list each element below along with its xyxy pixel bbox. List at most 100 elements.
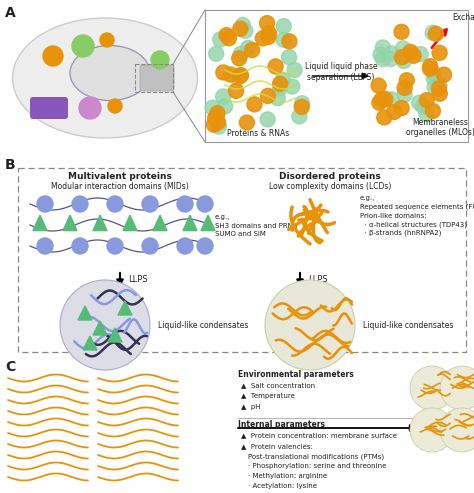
Circle shape (371, 78, 386, 93)
Circle shape (275, 72, 290, 87)
Polygon shape (63, 215, 77, 231)
Circle shape (72, 35, 94, 57)
Text: Liquid-like condensates: Liquid-like condensates (158, 320, 248, 329)
Polygon shape (201, 215, 215, 231)
Circle shape (413, 46, 428, 62)
Text: B: B (5, 158, 16, 172)
Circle shape (223, 67, 238, 82)
Circle shape (416, 99, 430, 114)
Text: e.g.,
Repeated sequence elements (FUS)
Prion-like domains:
  · α-helical structu: e.g., Repeated sequence elements (FUS) P… (360, 195, 474, 237)
Text: · Acetylation: lysine: · Acetylation: lysine (248, 483, 317, 489)
Text: Disordered proteins: Disordered proteins (279, 172, 381, 181)
Circle shape (394, 101, 409, 115)
Circle shape (419, 106, 434, 122)
Circle shape (432, 86, 447, 101)
Circle shape (377, 110, 392, 125)
Circle shape (228, 83, 244, 99)
Ellipse shape (70, 45, 150, 101)
Circle shape (375, 40, 391, 55)
Text: ▲  Protein concentration: membrane surface: ▲ Protein concentration: membrane surfac… (241, 432, 397, 438)
Text: · Methylation: arginine: · Methylation: arginine (248, 473, 327, 479)
Polygon shape (123, 215, 137, 231)
Text: ▲  Temperature: ▲ Temperature (241, 393, 295, 399)
Text: · Phosphorylation: serine and threonine: · Phosphorylation: serine and threonine (248, 463, 386, 469)
Circle shape (213, 32, 228, 47)
Circle shape (142, 238, 158, 254)
Polygon shape (153, 215, 167, 231)
Circle shape (233, 68, 248, 83)
Text: ▲  Protein valencies:: ▲ Protein valencies: (241, 443, 313, 449)
Polygon shape (108, 328, 122, 342)
Circle shape (233, 46, 248, 61)
Circle shape (206, 117, 221, 132)
Bar (135, 64, 173, 92)
Circle shape (437, 67, 452, 82)
Circle shape (216, 89, 231, 104)
Circle shape (374, 92, 389, 107)
Circle shape (241, 40, 255, 55)
Circle shape (292, 109, 307, 124)
Text: ▲  pH: ▲ pH (241, 404, 261, 410)
Circle shape (422, 61, 438, 76)
Circle shape (261, 29, 276, 44)
Circle shape (151, 51, 169, 69)
Circle shape (396, 54, 411, 69)
Circle shape (234, 68, 248, 83)
Text: C: C (5, 360, 15, 374)
Circle shape (426, 71, 441, 86)
Circle shape (261, 26, 276, 41)
Text: Membraneless
organelles (MLOs): Membraneless organelles (MLOs) (406, 118, 474, 138)
Circle shape (108, 99, 122, 113)
Circle shape (276, 19, 291, 34)
Circle shape (209, 46, 224, 61)
Circle shape (295, 96, 310, 111)
Circle shape (210, 115, 226, 130)
Circle shape (218, 99, 233, 114)
Circle shape (265, 280, 355, 370)
Circle shape (270, 91, 285, 106)
Circle shape (410, 408, 454, 452)
Circle shape (268, 59, 283, 74)
Circle shape (397, 80, 412, 96)
Text: Internal parameters: Internal parameters (238, 420, 325, 429)
Bar (18, 168, 466, 352)
Circle shape (394, 24, 409, 39)
Circle shape (285, 79, 300, 94)
Polygon shape (78, 306, 92, 320)
Circle shape (211, 119, 227, 134)
Circle shape (403, 44, 418, 59)
Circle shape (395, 41, 410, 56)
Text: e.g.,
SH3 domains and PRMs
SUMO and SIM: e.g., SH3 domains and PRMs SUMO and SIM (215, 214, 297, 237)
Circle shape (287, 63, 302, 77)
Circle shape (245, 42, 260, 58)
Circle shape (37, 196, 53, 212)
Circle shape (410, 366, 454, 410)
Circle shape (282, 50, 297, 65)
Text: Liquid-like condensates: Liquid-like condensates (363, 320, 453, 329)
Circle shape (399, 73, 414, 88)
Circle shape (428, 26, 443, 41)
Circle shape (107, 238, 123, 254)
Circle shape (107, 196, 123, 212)
Circle shape (378, 92, 393, 106)
Circle shape (397, 87, 412, 102)
Ellipse shape (12, 18, 198, 138)
Circle shape (387, 105, 401, 119)
Circle shape (60, 280, 150, 370)
Circle shape (260, 16, 274, 31)
Circle shape (239, 115, 255, 130)
Polygon shape (33, 215, 47, 231)
Circle shape (282, 34, 297, 49)
Circle shape (219, 28, 234, 43)
Circle shape (197, 196, 213, 212)
Circle shape (383, 52, 398, 67)
Circle shape (142, 196, 158, 212)
Text: Proteins & RNAs: Proteins & RNAs (228, 129, 290, 138)
Circle shape (208, 110, 223, 126)
Circle shape (235, 17, 250, 33)
Circle shape (431, 81, 447, 96)
Circle shape (79, 97, 101, 119)
Circle shape (427, 80, 442, 95)
Text: LLPS: LLPS (308, 276, 328, 284)
Circle shape (232, 51, 246, 66)
